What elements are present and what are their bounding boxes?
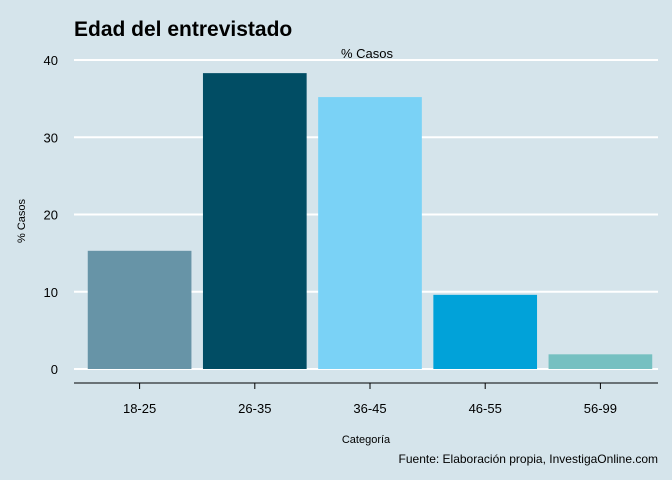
y-tick-label: 40 <box>44 53 58 68</box>
chart-subtitle: % Casos <box>341 46 394 61</box>
y-axis-title: % Casos <box>16 198 28 243</box>
x-tick-label: 56-99 <box>584 401 617 416</box>
y-tick-label: 20 <box>44 208 58 223</box>
bar-56-99 <box>548 354 653 369</box>
x-axis-title: Categoría <box>342 434 391 446</box>
bar-18-25 <box>87 250 192 369</box>
y-tick-label: 0 <box>51 362 58 377</box>
x-tick-label: 18-25 <box>123 401 156 416</box>
bars <box>87 73 653 369</box>
y-tick-label: 30 <box>44 130 58 145</box>
chart-caption: Fuente: Elaboración propia, InvestigaOnl… <box>399 452 658 466</box>
x-tick-label: 26-35 <box>238 401 271 416</box>
x-tick-label: 36-45 <box>353 401 386 416</box>
y-axis-ticks: 0 10 20 30 40 <box>44 53 58 377</box>
bar-46-55 <box>433 294 538 369</box>
bar-26-35 <box>202 73 307 369</box>
y-tick-label: 10 <box>44 285 58 300</box>
x-axis-ticks: 18-25 26-35 36-45 46-55 56-99 <box>123 383 617 416</box>
bar-36-45 <box>318 97 422 369</box>
x-tick-label: 46-55 <box>469 401 502 416</box>
chart-title: Edad del entrevistado <box>74 18 292 41</box>
